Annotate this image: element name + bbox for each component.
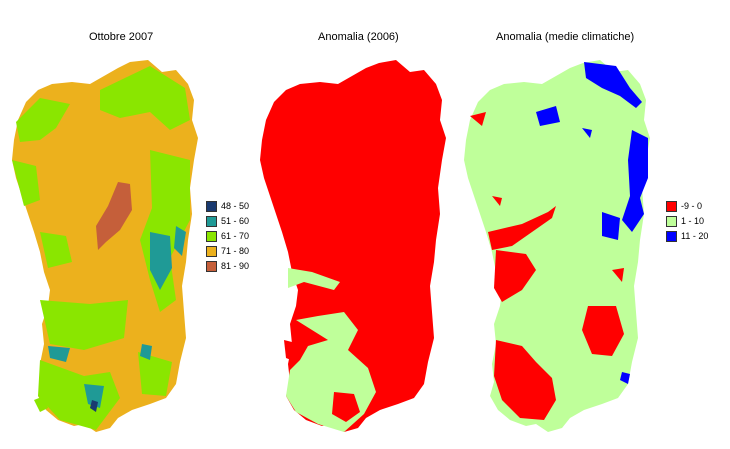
map-anomalia-medie-climatiche (464, 60, 650, 432)
legend-swatch (206, 231, 217, 242)
legend-swatch (206, 261, 217, 272)
legend-label: -9 - 0 (681, 201, 703, 211)
legend-label: 61 - 70 (221, 231, 250, 241)
anomaly-minus9-0-zones (470, 112, 624, 420)
humidity-48-50-zones (90, 400, 98, 412)
legend-label: 48 - 50 (221, 201, 250, 211)
legend-label: 51 - 60 (221, 216, 250, 226)
legend-label: 11 - 20 (681, 231, 709, 241)
legend-swatch (666, 201, 677, 212)
legend-label: 71 - 80 (221, 246, 250, 256)
humidity-61-70-zones (12, 66, 190, 430)
legend-swatch (666, 231, 677, 242)
islet (34, 396, 48, 412)
legend-swatch (666, 216, 677, 227)
legend-label: 1 - 10 (681, 216, 705, 226)
map-ottobre-2007 (12, 60, 198, 432)
map-title-ottobre-2007: Ottobre 2007 (89, 31, 154, 43)
humidity-51-60-zones (48, 226, 186, 408)
anomaly-11-20-zones (536, 62, 648, 384)
humidity-81-90-zone (96, 182, 132, 250)
legend-swatch (206, 216, 217, 227)
legend-swatch (206, 246, 217, 257)
map-title-anomalia-medie-climatiche: Anomalia (medie climatiche) (496, 31, 635, 43)
map-anomalia-2006 (260, 60, 446, 432)
legend-label: 81 - 90 (221, 261, 250, 271)
anomaly-red-southwest (284, 340, 360, 422)
legend-swatch (206, 201, 217, 212)
map-title-anomalia-2006: Anomalia (2006) (318, 31, 399, 43)
